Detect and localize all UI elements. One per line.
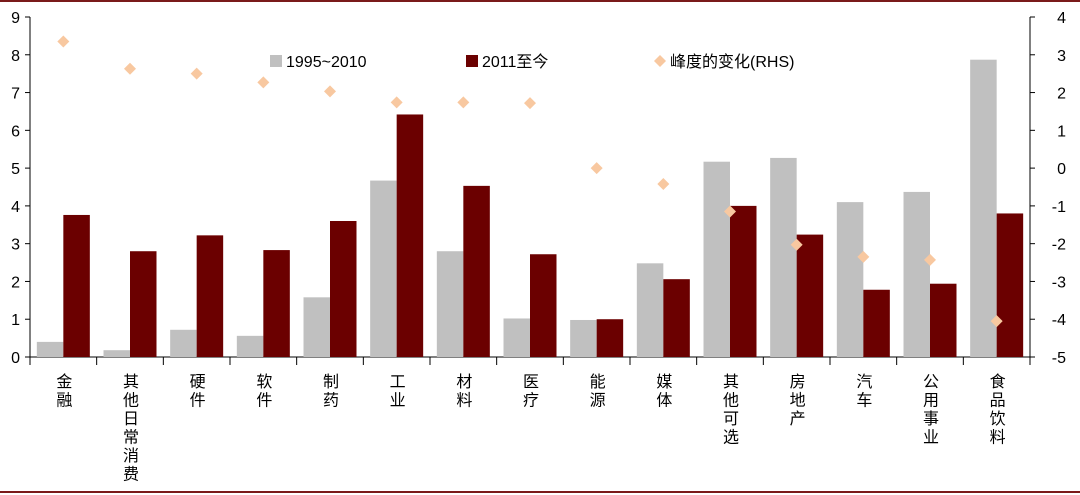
kurtosis-change-point bbox=[390, 96, 403, 109]
kurtosis-change-point bbox=[924, 253, 936, 266]
right-tick-label: -3 bbox=[1052, 274, 1066, 291]
bar-2011-now bbox=[663, 279, 690, 357]
left-tick-label: 0 bbox=[11, 350, 20, 367]
right-tick-label: -5 bbox=[1052, 350, 1066, 367]
kurtosis-change-point bbox=[457, 96, 470, 109]
bar-1995-2010 bbox=[970, 59, 997, 357]
left-tick-label: 9 bbox=[11, 10, 20, 27]
category-label: 其他可选 bbox=[723, 372, 739, 447]
bar-2011-now bbox=[196, 235, 224, 357]
category-label: 房地产 bbox=[790, 372, 806, 428]
right-tick-label: 2 bbox=[1057, 86, 1066, 103]
right-tick-label: 0 bbox=[1057, 161, 1066, 178]
bar-1995-2010 bbox=[36, 341, 64, 357]
bar-1995-2010 bbox=[436, 251, 464, 357]
category-label: 其他日常消费 bbox=[123, 372, 139, 484]
category-label: 材料 bbox=[456, 372, 472, 410]
right-tick-label: -4 bbox=[1052, 312, 1066, 329]
bar-2011-now bbox=[463, 185, 490, 357]
kurtosis-change-point bbox=[657, 177, 670, 190]
legend-2011-now-swatch bbox=[466, 55, 478, 67]
bar-1995-2010 bbox=[503, 318, 530, 357]
category-label: 食品饮料 bbox=[990, 372, 1006, 447]
left-tick-label: 6 bbox=[11, 123, 20, 140]
left-tick-label: 8 bbox=[11, 48, 20, 65]
bar-1995-2010 bbox=[703, 161, 730, 357]
bar-2011-now bbox=[530, 254, 557, 357]
bar-1995-2010 bbox=[236, 335, 264, 357]
kurtosis-change-point bbox=[124, 62, 136, 75]
category-label: 能源 bbox=[590, 372, 606, 410]
bar-1995-2010 bbox=[770, 157, 797, 357]
kurtosis-change-point bbox=[790, 238, 803, 251]
bar-2011-now bbox=[996, 213, 1024, 357]
kurtosis-change-point bbox=[257, 76, 270, 89]
legend-1995-2010-label: 1995~2010 bbox=[286, 54, 367, 71]
kurtosis-change-point bbox=[724, 205, 736, 218]
bar-2011-now bbox=[330, 221, 357, 357]
bar-1995-2010 bbox=[103, 350, 130, 357]
left-tick-label: 5 bbox=[11, 161, 20, 178]
bar-2011-now bbox=[63, 214, 90, 357]
right-tick-label: 1 bbox=[1057, 123, 1066, 140]
kurtosis-change-point bbox=[590, 162, 603, 175]
bar-2011-now bbox=[863, 289, 890, 357]
category-label: 公用事业 bbox=[923, 372, 939, 447]
bar-1995-2010 bbox=[370, 180, 397, 357]
category-label: 医疗 bbox=[523, 372, 539, 410]
left-tick-label: 1 bbox=[11, 312, 20, 329]
bar-2011-now bbox=[130, 251, 157, 357]
legend-2011-now-label: 2011至今 bbox=[482, 53, 548, 71]
kurtosis-change-point bbox=[57, 35, 70, 48]
bar-2011-now bbox=[930, 283, 957, 357]
left-tick-label: 3 bbox=[11, 237, 20, 254]
category-label: 金融 bbox=[56, 372, 72, 410]
right-tick-label: 3 bbox=[1057, 48, 1066, 65]
category-label: 软件 bbox=[256, 372, 272, 410]
bar-1995-2010 bbox=[903, 191, 930, 357]
top-border-line bbox=[0, 0, 1080, 2]
bottom-border-line bbox=[0, 491, 1080, 493]
left-tick-label: 7 bbox=[11, 86, 20, 103]
kurtosis-change-point bbox=[857, 250, 870, 263]
kurtosis-change-point bbox=[990, 315, 1003, 328]
category-label: 媒体 bbox=[656, 372, 672, 410]
category-label: 硬件 bbox=[190, 372, 206, 410]
bar-2011-now bbox=[596, 319, 624, 357]
right-tick-label: -1 bbox=[1052, 199, 1066, 216]
kurtosis-change-point bbox=[524, 97, 536, 110]
kurtosis-change-point bbox=[324, 85, 336, 98]
bar-2011-now bbox=[396, 114, 424, 357]
bar-1995-2010 bbox=[303, 297, 330, 357]
legend-kurtosis-change-label: 峰度的变化(RHS) bbox=[670, 53, 794, 71]
right-tick-label: -2 bbox=[1052, 237, 1066, 254]
right-tick-label: 4 bbox=[1057, 10, 1066, 27]
bar-2011-now bbox=[730, 205, 757, 357]
bar-1995-2010 bbox=[170, 329, 197, 357]
bar-1995-2010 bbox=[836, 202, 864, 357]
bar-2011-now bbox=[263, 250, 290, 357]
bar-1995-2010 bbox=[636, 263, 664, 357]
bar-1995-2010 bbox=[570, 319, 597, 357]
category-label: 工业 bbox=[390, 372, 406, 410]
category-label: 汽车 bbox=[856, 372, 872, 410]
kurtosis-change-point bbox=[190, 67, 203, 80]
legend-1995-2010-swatch bbox=[270, 55, 282, 67]
left-tick-label: 2 bbox=[11, 274, 20, 291]
left-tick-label: 4 bbox=[11, 199, 20, 216]
bar-2011-now bbox=[796, 234, 824, 357]
legend-kurtosis-change-swatch bbox=[654, 55, 666, 67]
category-label: 制药 bbox=[323, 372, 339, 410]
